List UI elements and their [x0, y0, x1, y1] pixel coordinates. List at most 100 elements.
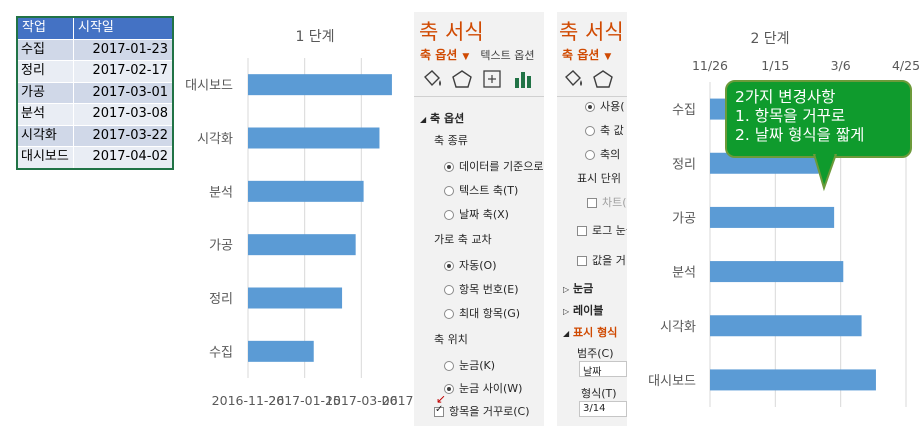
- collapse-triangle-icon[interactable]: ◢: [420, 115, 427, 124]
- table-cell[interactable]: 시각화: [18, 125, 74, 146]
- checkbox-log-scale[interactable]: 로그 눈금: [577, 222, 627, 238]
- category-select[interactable]: 날짜: [579, 361, 627, 378]
- radio-auto-base[interactable]: 데이터를 기준으로: [444, 158, 543, 174]
- pane1-tab-axis-options[interactable]: 축 옵션: [420, 48, 458, 62]
- pane2-tab-axis-options[interactable]: 축 옵션: [562, 48, 600, 62]
- x-tick-label[interactable]: 4/25: [892, 58, 920, 73]
- effects-pentagon-icon[interactable]: [593, 70, 613, 88]
- radio-text-axis[interactable]: 텍스트 축(T): [444, 182, 518, 198]
- pane1-section-axis-options[interactable]: 축 옵션: [430, 112, 465, 125]
- radio-option[interactable]: 축 값: [585, 122, 624, 138]
- bar[interactable]: [710, 369, 876, 391]
- radio-button[interactable]: [585, 126, 595, 136]
- table-cell[interactable]: 대시보드: [18, 147, 74, 168]
- category-label[interactable]: 수집: [209, 345, 233, 360]
- table-cell[interactable]: 2017-01-23: [92, 41, 168, 57]
- radio-button[interactable]: [444, 361, 454, 371]
- checkbox[interactable]: [434, 404, 444, 417]
- category-label[interactable]: 분석: [672, 266, 696, 281]
- fill-line-icon[interactable]: [424, 70, 441, 87]
- axis-options-bar-icon[interactable]: [515, 72, 531, 88]
- radio-between-tick-marks[interactable]: 눈금 사이(W): [444, 380, 522, 396]
- expand-triangle-icon[interactable]: ▷: [563, 307, 570, 316]
- checkbox-show-on-chart[interactable]: 차트(: [587, 194, 627, 210]
- table-header-start-date[interactable]: 시작일: [78, 20, 114, 35]
- radio-button[interactable]: [585, 102, 595, 112]
- radio-on-tick-marks[interactable]: 눈금(K): [444, 357, 495, 373]
- chart1-title[interactable]: 1 단계: [295, 29, 335, 45]
- radio-button[interactable]: [444, 162, 454, 172]
- radio-button[interactable]: [585, 150, 595, 160]
- radio-button[interactable]: [444, 384, 454, 394]
- category-label[interactable]: 가공: [209, 239, 233, 254]
- checkbox[interactable]: [577, 226, 587, 236]
- table-cell[interactable]: 2017-03-01: [92, 84, 168, 100]
- radio-option[interactable]: 사용(: [585, 98, 625, 114]
- bar[interactable]: [248, 180, 364, 202]
- radio-button[interactable]: [444, 210, 454, 220]
- bar[interactable]: [710, 261, 844, 283]
- table-cell[interactable]: 2017-03-22: [92, 127, 168, 143]
- format-type-list[interactable]: 3/14: [579, 401, 627, 417]
- section-labels[interactable]: 레이블: [573, 304, 604, 317]
- bar[interactable]: [710, 206, 835, 228]
- radio-button[interactable]: [444, 285, 454, 295]
- expand-triangle-icon[interactable]: ▷: [563, 285, 570, 294]
- x-tick-label[interactable]: 2017-01-15: [268, 393, 341, 408]
- radio-crosses-auto[interactable]: 자동(O): [444, 257, 496, 273]
- x-tick-label[interactable]: 3/6: [831, 58, 851, 73]
- chart1-plot[interactable]: 2016-11-262017-01-152017-03-062017-04-25…: [176, 50, 421, 420]
- table-header-task[interactable]: 작업: [18, 18, 74, 39]
- table-cell[interactable]: 정리: [18, 61, 74, 82]
- category-label[interactable]: 정리: [209, 292, 233, 307]
- checkbox-values-reverse[interactable]: 값을 거: [577, 252, 626, 268]
- radio-crosses-max[interactable]: 최대 항목(G): [444, 305, 520, 321]
- pane1-tab-text-options[interactable]: 텍스트 옵션: [480, 49, 535, 62]
- category-label[interactable]: 수집: [672, 103, 696, 118]
- x-tick-label[interactable]: 2016-11-26: [212, 393, 285, 408]
- table-cell[interactable]: 수집: [18, 39, 74, 60]
- collapse-triangle-icon[interactable]: ◢: [563, 329, 570, 338]
- fill-line-icon[interactable]: [565, 70, 582, 87]
- x-tick-label[interactable]: 1/15: [761, 58, 789, 73]
- category-label[interactable]: 정리: [672, 157, 696, 172]
- bar[interactable]: [248, 340, 314, 362]
- table-cell[interactable]: 2017-02-17: [92, 63, 168, 78]
- category-label[interactable]: 시각화: [197, 132, 233, 147]
- checkbox[interactable]: [587, 198, 597, 208]
- bar[interactable]: [248, 127, 380, 149]
- radio-button[interactable]: [444, 309, 454, 319]
- radio-button[interactable]: [444, 186, 454, 196]
- table-cell[interactable]: 2017-04-02: [92, 149, 168, 164]
- radio-crosses-category-number[interactable]: 항목 번호(E): [444, 281, 519, 297]
- bar[interactable]: [710, 315, 862, 337]
- category-label[interactable]: 분석: [209, 185, 233, 200]
- table-cell[interactable]: 2017-03-08: [92, 106, 168, 121]
- category-label[interactable]: 대시보드: [648, 374, 696, 389]
- effects-pentagon-icon[interactable]: [452, 70, 472, 88]
- radio-option[interactable]: 축의: [585, 146, 620, 162]
- category-label[interactable]: 시각화: [660, 320, 696, 335]
- radio-button[interactable]: [444, 261, 454, 271]
- checkbox[interactable]: [577, 256, 587, 266]
- table-cell[interactable]: 가공: [18, 82, 74, 103]
- radio-date-axis[interactable]: 날짜 축(X): [444, 206, 509, 222]
- category-label[interactable]: 대시보드: [185, 79, 233, 94]
- x-tick-label[interactable]: 11/26: [692, 58, 728, 73]
- bar[interactable]: [248, 287, 343, 309]
- checkbox-categories-reverse[interactable]: 항목을 거꾸로(C): [434, 403, 529, 419]
- chart2-title[interactable]: 2 단계: [750, 31, 790, 47]
- bar[interactable]: [248, 234, 356, 256]
- section-number[interactable]: 표시 형식: [573, 326, 618, 339]
- bar[interactable]: [248, 74, 392, 96]
- size-properties-icon[interactable]: [483, 70, 501, 88]
- chevron-down-icon[interactable]: ▼: [604, 52, 612, 62]
- x-tick-label[interactable]: 2017-03-06: [325, 393, 398, 408]
- table-cell[interactable]: 분석: [18, 104, 74, 125]
- chevron-down-icon[interactable]: ▼: [462, 52, 470, 62]
- section-tick-marks[interactable]: 눈금: [573, 282, 594, 295]
- x-tick-label[interactable]: 2017-04-25: [382, 393, 421, 408]
- annotation-callout[interactable]: 2가지 변경사항 1. 항목을 거꾸로 2. 날짜 형식을 짧게: [725, 80, 912, 158]
- bar[interactable]: [710, 152, 819, 174]
